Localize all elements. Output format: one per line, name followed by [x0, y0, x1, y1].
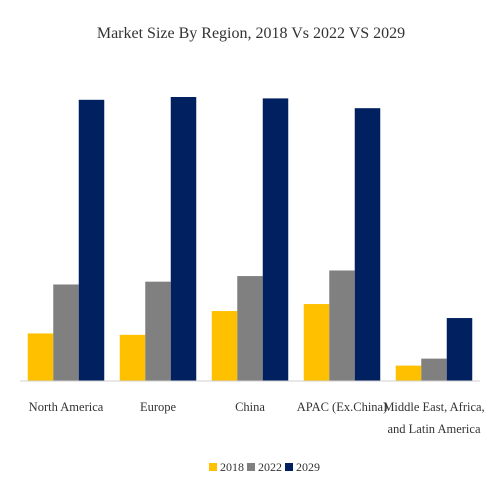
bar-2018-4: [395, 365, 422, 381]
bar-2022-4: [421, 358, 447, 381]
bars-group: [27, 97, 473, 382]
legend-swatch-2018: [209, 463, 217, 471]
bar-2018-3: [303, 304, 330, 381]
legend-swatch-2029: [285, 463, 293, 471]
x-tick-label: North America: [29, 400, 104, 414]
bar-2029-4: [446, 318, 473, 381]
x-tick-label-line: APAC (Ex.China): [297, 400, 388, 414]
x-tick-label-line: Middle East, Africa,: [383, 400, 484, 414]
legend: 2018 2022 2029: [209, 460, 320, 474]
bar-2022-2: [237, 276, 263, 381]
bar-2018-1: [119, 334, 146, 381]
x-tick-label: Middle East, Africa, and Latin America: [383, 400, 484, 436]
legend-label-2018: 2018: [220, 460, 244, 474]
legend-swatch-2022: [247, 463, 255, 471]
bar-2018-2: [211, 311, 238, 381]
x-tick-label-line: China: [235, 400, 265, 414]
x-tick-label-line: North America: [29, 400, 104, 414]
bar-2022-3: [329, 270, 355, 381]
bar-2022-1: [145, 281, 171, 381]
x-tick-label: APAC (Ex.China): [297, 400, 388, 414]
x-tick-label-line: Europe: [140, 400, 177, 414]
x-tick-label: Europe: [140, 400, 177, 414]
bar-2029-3: [354, 108, 381, 382]
bar-2029-1: [170, 97, 197, 381]
x-tick-label: China: [235, 400, 265, 414]
x-tick-labels: North America Europe China APAC (Ex.China)M…: [29, 400, 485, 436]
bar-2029-0: [78, 99, 105, 381]
x-tick-label-line: and Latin America: [387, 422, 480, 436]
chart-title: Market Size By Region, 2018 Vs 2022 VS 2…: [97, 25, 405, 42]
bar-2022-0: [53, 284, 79, 381]
legend-label-2022: 2022: [258, 460, 282, 474]
legend-label-2029: 2029: [296, 460, 320, 474]
bar-2018-0: [27, 333, 54, 381]
bar-2029-2: [262, 98, 289, 381]
